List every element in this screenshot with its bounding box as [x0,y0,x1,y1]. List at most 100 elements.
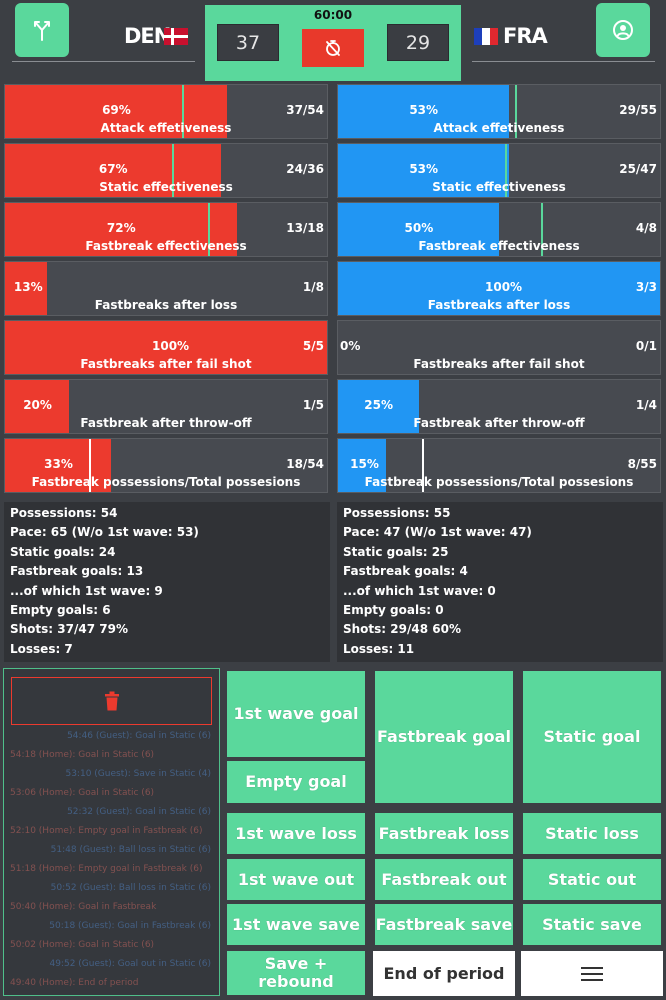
empty-goal-button[interactable]: Empty goal [227,761,365,803]
stat-label: Fastbreak possessions/Total possesions [364,475,634,489]
stat-percent: 53% [409,103,439,117]
stat-bar-fill [5,85,227,138]
summary-line: ...of which 1st wave: 0 [343,583,496,598]
delete-last-event-button[interactable] [11,677,212,725]
stat-label: Attack effetiveness [100,121,232,135]
summary-line: Possessions: 54 [10,506,118,520]
stat-bar-fill [5,203,237,256]
event-log-entry[interactable]: 49:52 (Guest): Goal out in Static (6) [49,959,211,969]
event-log-entry[interactable]: 51:18 (Home): Empty goal in Fastbreak (6… [10,864,203,874]
stat-count: 4/8 [635,221,657,235]
summary-line: Pace: 65 (W/o 1st wave: 53) [10,525,199,540]
event-log-entry[interactable]: 49:40 (Home): End of period [10,978,139,988]
stat-percent: 0% [340,339,361,353]
stat-count: 8/55 [627,457,657,471]
stat-bar-fill [338,203,499,256]
fastbreak-goal-button[interactable]: Fastbreak goal [375,671,513,803]
event-log-entry[interactable]: 50:18 (Guest): Goal in Fastbreak (6) [49,921,211,931]
stat-percent: 13% [13,280,43,294]
user-icon [613,20,633,40]
event-log-entry[interactable]: 51:48 (Guest): Ball loss in Static (6) [50,845,211,855]
stat-count: 37/54 [286,103,324,117]
timer-toggle-button[interactable] [302,29,364,67]
stat-count: 13/18 [286,221,324,235]
share-button[interactable] [15,3,69,57]
average-marker [515,85,517,138]
average-marker [422,439,424,492]
average-marker [172,144,174,197]
stat-percent: 33% [44,457,73,471]
stat-percent: 67% [98,162,128,176]
static-out-button[interactable]: Static out [523,859,661,900]
stat-label: Fastbreaks after loss [427,298,571,312]
stat-bar-fill [338,439,386,492]
stat-percent: 25% [364,398,393,412]
first-wave-save-button[interactable]: 1st wave save [227,904,365,945]
summary-line: Losses: 7 [10,641,73,656]
stat-count: 18/54 [286,457,324,471]
game-timer: 60:00 [313,8,353,22]
event-log-entry[interactable]: 50:40 (Home): Goal in Fastbreak [10,902,157,912]
static-loss-button[interactable]: Static loss [523,813,661,854]
stat-label: Fastbreaks after loss [94,298,238,312]
guest-team-name: FRA [503,24,548,48]
event-log-entry[interactable]: 53:10 (Guest): Save in Static (4) [65,769,211,779]
save-rebound-button[interactable]: Save + rebound [227,951,365,995]
stat-percent: 53% [409,162,439,176]
stat-row: 13% Fastbreaks after loss 1/8 [4,261,328,316]
stat-percent: 20% [23,398,52,412]
stat-label: Fastbreak after throw-off [80,416,252,430]
average-marker [541,203,543,256]
event-log-entry[interactable]: 53:06 (Home): Goal in Static (6) [10,788,155,798]
stat-label: Static effectiveness [432,180,566,194]
stat-count: 25/47 [619,162,657,176]
menu-button[interactable] [521,951,663,996]
fork-icon [34,21,50,41]
stat-percent: 15% [350,457,379,471]
first-wave-goal-button[interactable]: 1st wave goal [227,671,365,757]
stat-count: 24/36 [286,162,324,176]
stat-row: 72% Fastbreak effectiveness 13/18 [4,202,328,257]
event-log[interactable]: 54:46 (Guest): Goal in Static (6) 54:18 (… [3,668,220,996]
stat-row: 67% Static effectiveness 24/36 [4,143,328,198]
stat-count: 1/5 [302,398,324,412]
summary-line: Shots: 37/47 79% [10,622,128,637]
average-marker [208,203,210,256]
average-marker [182,85,184,138]
event-log-entry[interactable]: 54:18 (Home): Goal in Static (6) [10,750,155,760]
stat-label: Fastbreaks after fail shot [80,357,252,371]
stat-percent: 100% [485,280,523,294]
fastbreak-out-button[interactable]: Fastbreak out [375,859,513,900]
stat-count: 5/5 [302,339,324,353]
stat-row: 53% Attack effetiveness 29/55 [337,84,661,139]
event-log-entry[interactable]: 50:52 (Guest): Ball loss in Static (6) [50,883,211,893]
fastbreak-loss-button[interactable]: Fastbreak loss [375,813,513,854]
home-score[interactable]: 37 [217,24,279,61]
stat-label: Fastbreak after throw-off [413,416,585,430]
stat-percent: 50% [404,221,434,235]
event-log-entry[interactable]: 52:10 (Home): Empty goal in Fastbreak (6… [10,826,203,836]
stat-row: 33% Fastbreak possessions/Total possesion… [4,438,328,493]
end-of-period-button[interactable]: End of period [373,951,515,996]
guest-score[interactable]: 29 [387,24,449,61]
stat-row: 100% Fastbreaks after loss 3/3 [337,261,661,316]
stat-percent: 69% [102,103,131,117]
stat-label: Fastbreak effectiveness [85,239,247,253]
guest-summary: Possessions: 55 Pace: 47 (W/o 1st wave: … [337,502,663,662]
static-save-button[interactable]: Static save [523,904,661,945]
first-wave-loss-button[interactable]: 1st wave loss [227,813,365,854]
stat-count: 29/55 [619,103,657,117]
event-log-entry[interactable]: 50:02 (Home): Goal in Static (6) [10,940,155,950]
stat-count: 1/8 [302,280,324,294]
event-log-entry[interactable]: 52:32 (Guest): Goal in Static (6) [67,807,211,817]
event-log-entry[interactable]: 54:46 (Guest): Goal in Static (6) [67,731,211,741]
stat-bar-fill [5,321,327,374]
denmark-flag-icon [164,28,188,45]
summary-line: Fastbreak goals: 4 [343,564,468,579]
static-goal-button[interactable]: Static goal [523,671,661,803]
stat-label: Static effectiveness [99,180,233,194]
first-wave-out-button[interactable]: 1st wave out [227,859,365,900]
home-summary: Possessions: 54 Pace: 65 (W/o 1st wave: … [4,502,330,662]
profile-button[interactable] [596,3,650,57]
fastbreak-save-button[interactable]: Fastbreak save [375,904,513,945]
